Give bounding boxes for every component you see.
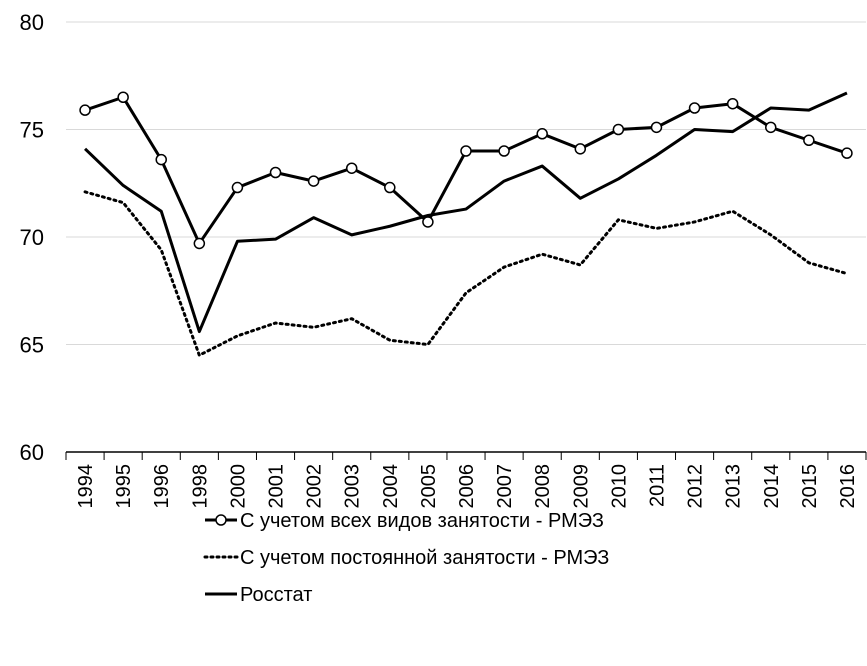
point-marker [612,123,625,136]
point-marker [193,237,206,250]
point-marker [498,145,510,157]
legend-label: С учетом всех видов занятости - РМЭЗ [240,510,604,532]
point-marker [536,128,548,140]
x-tick-label: 2006 [456,464,478,509]
y-tick-label: 65 [20,333,44,358]
y-tick-label: 60 [20,440,44,465]
x-tick-label: 2016 [837,464,859,509]
x-tick-label: 2004 [380,464,402,509]
legend-label: Росстат [240,584,312,606]
point-marker [688,102,701,114]
point-marker [422,216,434,228]
point-marker [574,143,587,155]
y-tick-label: 75 [20,118,44,143]
x-tick-label: 1996 [151,464,173,509]
point-marker [231,181,244,194]
x-tick-label: 2012 [685,464,707,509]
point-marker [79,104,91,116]
point-marker [117,91,129,103]
point-marker [384,181,396,194]
point-marker [803,134,815,146]
x-tick-label: 1998 [189,464,211,509]
x-tick-label: 2008 [532,464,554,509]
y-tick-label: 70 [20,225,44,250]
x-tick-label: 2013 [723,464,745,509]
point-marker [460,145,472,157]
point-marker [307,175,320,187]
point-marker [650,121,663,134]
x-tick-label: 2005 [418,464,440,509]
y-tick-label: 80 [20,10,44,35]
x-tick-label: 2001 [266,464,288,509]
x-tick-label: 1994 [75,464,97,509]
x-tick-label: 2015 [799,464,821,509]
x-tick-label: 1995 [113,464,135,509]
x-tick-label: 2010 [608,464,630,509]
x-tick-label: 2011 [646,464,668,507]
x-tick-label: 2002 [304,464,326,509]
point-marker [726,97,739,110]
series-line [84,91,848,334]
series-line [83,190,849,357]
legend-marker [215,514,227,526]
series-line [84,95,848,245]
point-marker [155,153,167,166]
x-tick-label: 2007 [494,464,516,509]
point-marker [765,121,777,134]
point-marker [345,162,358,174]
point-marker [269,166,282,179]
legend-label: С учетом постоянной занятости - РМЭЗ [240,547,609,569]
x-tick-label: 2009 [570,464,592,509]
x-tick-label: 2014 [761,464,783,509]
point-marker [841,147,853,159]
x-tick-label: 2000 [227,464,249,509]
x-tick-label: 2003 [342,464,364,509]
